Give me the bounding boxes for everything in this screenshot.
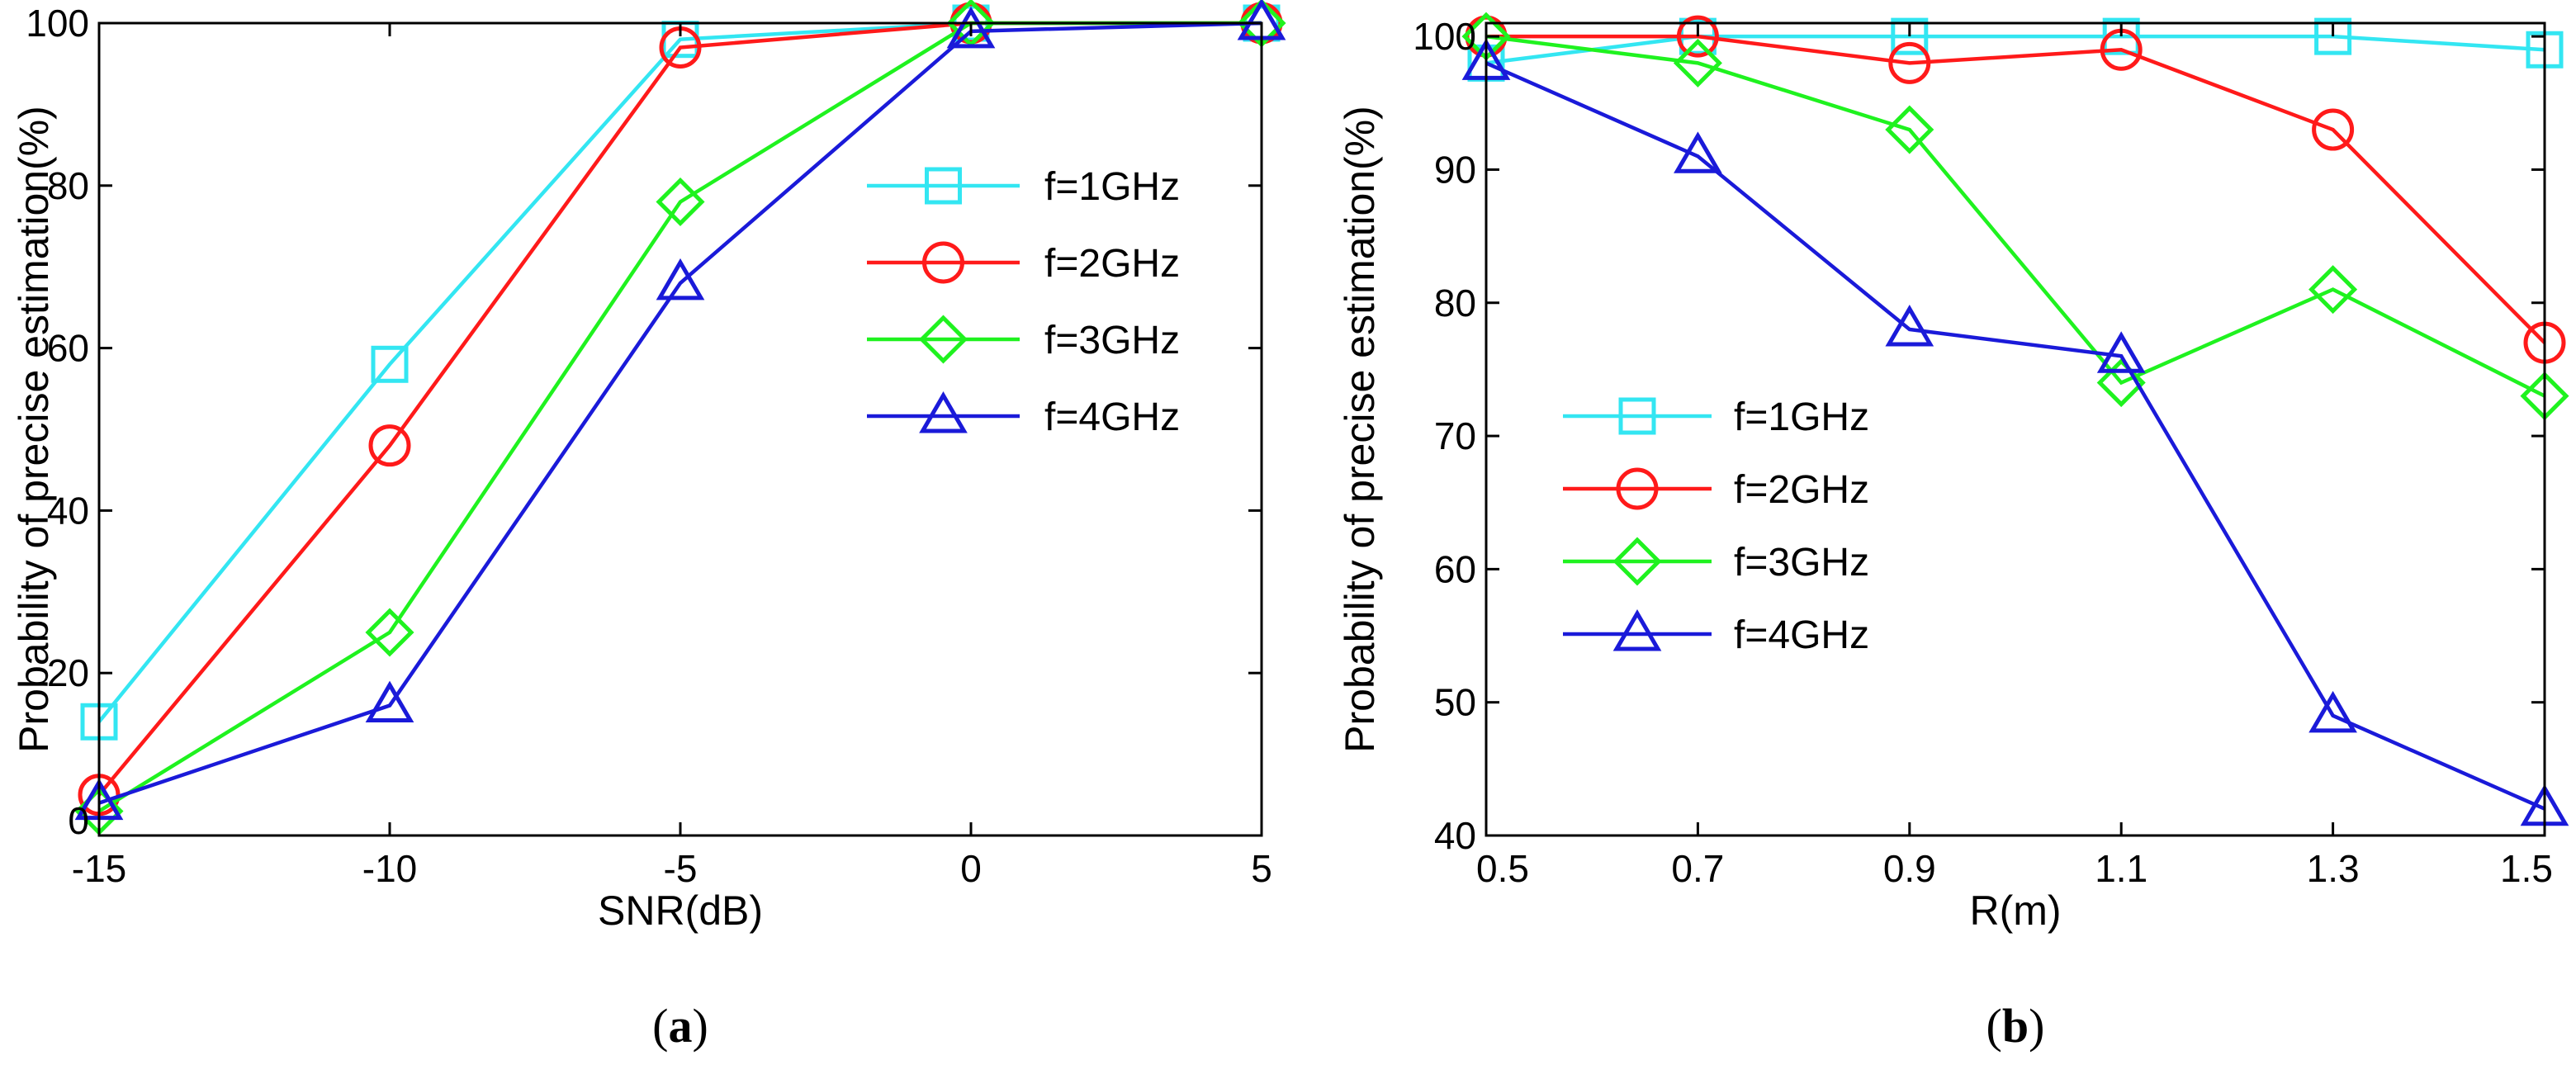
legend-marker [1612,537,1662,586]
series-line [1485,34,2546,398]
caption-close: ) [2029,999,2044,1053]
y-tick-label: 0 [68,799,89,842]
y-tick-label: 40 [1434,814,1476,857]
data-point [368,424,411,467]
data-point [1673,38,1722,88]
data-point [2096,358,2146,408]
caption-open: ( [1986,999,2002,1053]
caption-letter: b [2002,999,2029,1053]
data-point [1891,17,1929,55]
legend-label: f=1GHz [1734,395,1869,439]
series-f=3GHz [1461,12,2569,421]
x-tick-label: -15 [72,847,126,890]
y-tick-label: 40 [47,489,89,532]
y-tick-label: 90 [1434,148,1476,191]
y-tick-label: 20 [47,651,89,694]
y-tick-label: 80 [47,164,89,207]
legend-marker [918,315,968,364]
y-tick-label: 60 [47,327,89,370]
caption-open: ( [652,999,668,1053]
legend-marker [1612,609,1662,651]
legend-label: f=2GHz [1044,242,1180,286]
data-point [1676,15,1719,58]
caption-letter: a [669,999,693,1053]
x-axis-label: SNR(dB) [598,888,763,934]
legend-marker [925,167,962,205]
legend-label: f=3GHz [1044,319,1180,362]
legend-item: f=1GHz [867,165,1180,209]
legend-label: f=4GHz [1734,613,1869,657]
data-point [2308,265,2358,315]
y-axis-label: Probability of precise estimation(%) [11,106,57,753]
x-tick-label: 0 [960,847,982,890]
data-point [2314,17,2352,55]
data-point [1674,131,1722,173]
series-line [1485,61,2545,811]
legend-item: f=4GHz [867,391,1180,439]
x-tick-label: 0.9 [1883,847,1936,890]
legend-item: f=1GHz [1563,395,1869,439]
data-point [1885,305,1934,347]
series-line [98,21,1262,805]
legend-item: f=3GHz [867,315,1180,364]
chart-a: -15 -10 -5 0 5 0 20 40 60 80 100 SNR(dB) Probability… [11,0,1286,1053]
data-point [2312,108,2355,151]
data-point [371,345,409,383]
y-tick-label: 60 [1434,547,1476,590]
legend-marker [922,241,964,284]
series-f=4GHz [1461,38,2569,826]
x-tick-label: 5 [1251,847,1272,890]
x-tick-label: -10 [362,847,417,890]
series-f=1GHz [80,4,1281,741]
caption-close: ) [693,999,708,1053]
legend-marker [1618,397,1656,435]
legend-label: f=3GHz [1734,541,1869,585]
chart-b: 0.5 0.7 0.9 1.1 1.3 1.5 40 50 60 70 80 90 100 R(m) Pro… [1337,12,2569,1053]
y-tick-label: 70 [1434,414,1476,457]
y-tick-label: 100 [1413,15,1476,58]
data-point [1885,105,1934,154]
legend-item: f=2GHz [1563,467,1869,512]
subfigure-caption: (b) [1986,999,2045,1053]
x-axis-label: R(m) [1969,888,2061,934]
legend-item: f=4GHz [1563,609,1869,657]
series-f=2GHz [1465,15,2566,364]
x-tick-label: 0.7 [1671,847,1724,890]
plot-frame [1485,21,2546,837]
y-axis-label: Probability of precise estimation(%) [1337,106,1383,753]
y-tick-label: 80 [1434,282,1476,324]
legend: f=1GHz f=2GHz f=3GHz f=4GHz [867,165,1180,439]
series-line [1485,34,2545,65]
x-tick-label: -5 [664,847,698,890]
x-tick-label: 1.3 [2307,847,2360,890]
legend-item: f=3GHz [1563,537,1869,586]
x-tick-label: 0.5 [1476,847,1529,890]
legend-marker [919,391,968,433]
legend-label: f=1GHz [1044,165,1180,209]
data-point [2096,331,2146,373]
data-point [656,258,705,301]
legend: f=1GHz f=2GHz f=3GHz f=4GHz [1563,395,1869,657]
data-point [365,608,414,657]
subfigure-caption: (a) [652,999,708,1053]
series-line [1486,34,2546,344]
data-point [2308,690,2357,733]
legend-label: f=2GHz [1734,468,1869,512]
y-tick-label: 100 [26,2,89,45]
data-point [946,6,996,49]
y-tick-label: 50 [1434,681,1476,724]
x-tick-label: 1.1 [2095,847,2147,890]
data-point [656,177,705,227]
data-point [1888,41,1931,84]
legend-marker [1616,467,1659,510]
series-line [97,21,1262,723]
data-point [2102,17,2140,55]
data-point [365,680,414,723]
x-tick-label: 1.5 [2500,847,2553,890]
legend-item: f=2GHz [867,241,1180,286]
legend-label: f=4GHz [1044,395,1180,439]
series-f=1GHz [1467,17,2564,82]
